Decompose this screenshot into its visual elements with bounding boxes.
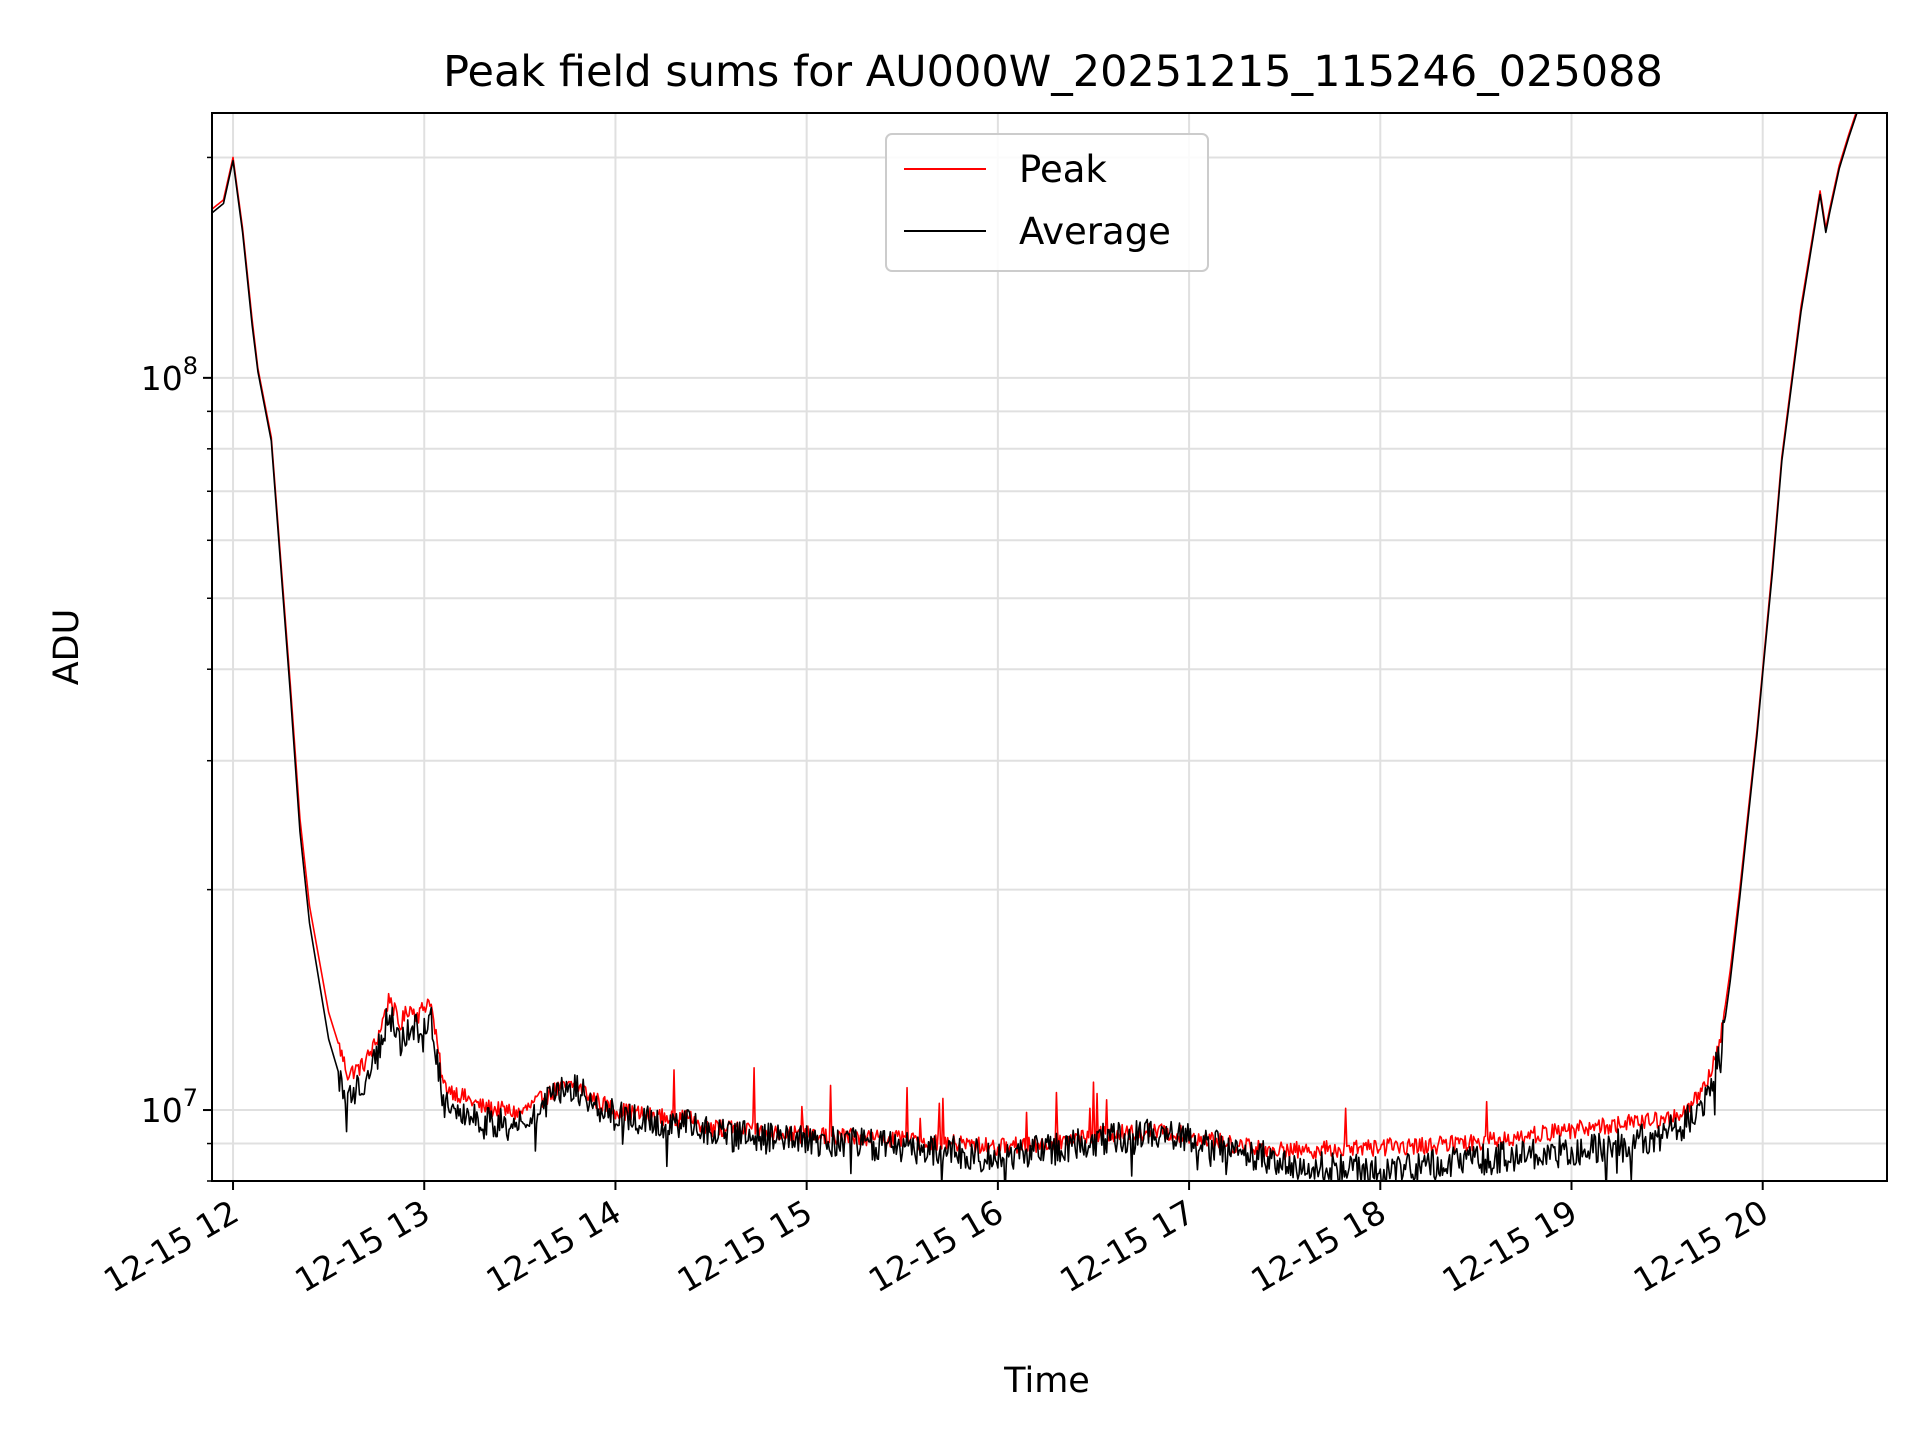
y-axis-label: ADU	[47, 609, 87, 686]
y-tick-label: 107	[141, 1084, 198, 1130]
chart-title: Peak field sums for AU000W_20251215_1152…	[443, 47, 1663, 97]
y-tick-base: 10	[141, 359, 183, 398]
y-tick-base: 10	[141, 1091, 183, 1130]
y-tick-exponent: 7	[183, 1084, 198, 1112]
legend-average-label: Average	[1019, 210, 1171, 253]
series-layer	[212, 113, 1858, 1181]
y-tick-label: 108	[141, 352, 198, 398]
plot-frame	[211, 112, 1888, 1182]
y-tick-exponent: 8	[183, 352, 198, 380]
series-average-line	[212, 113, 1858, 1181]
x-axis-label: Time	[1003, 1361, 1090, 1401]
legend: Peak Average	[885, 133, 1209, 272]
legend-peak-label: Peak	[1019, 148, 1107, 191]
